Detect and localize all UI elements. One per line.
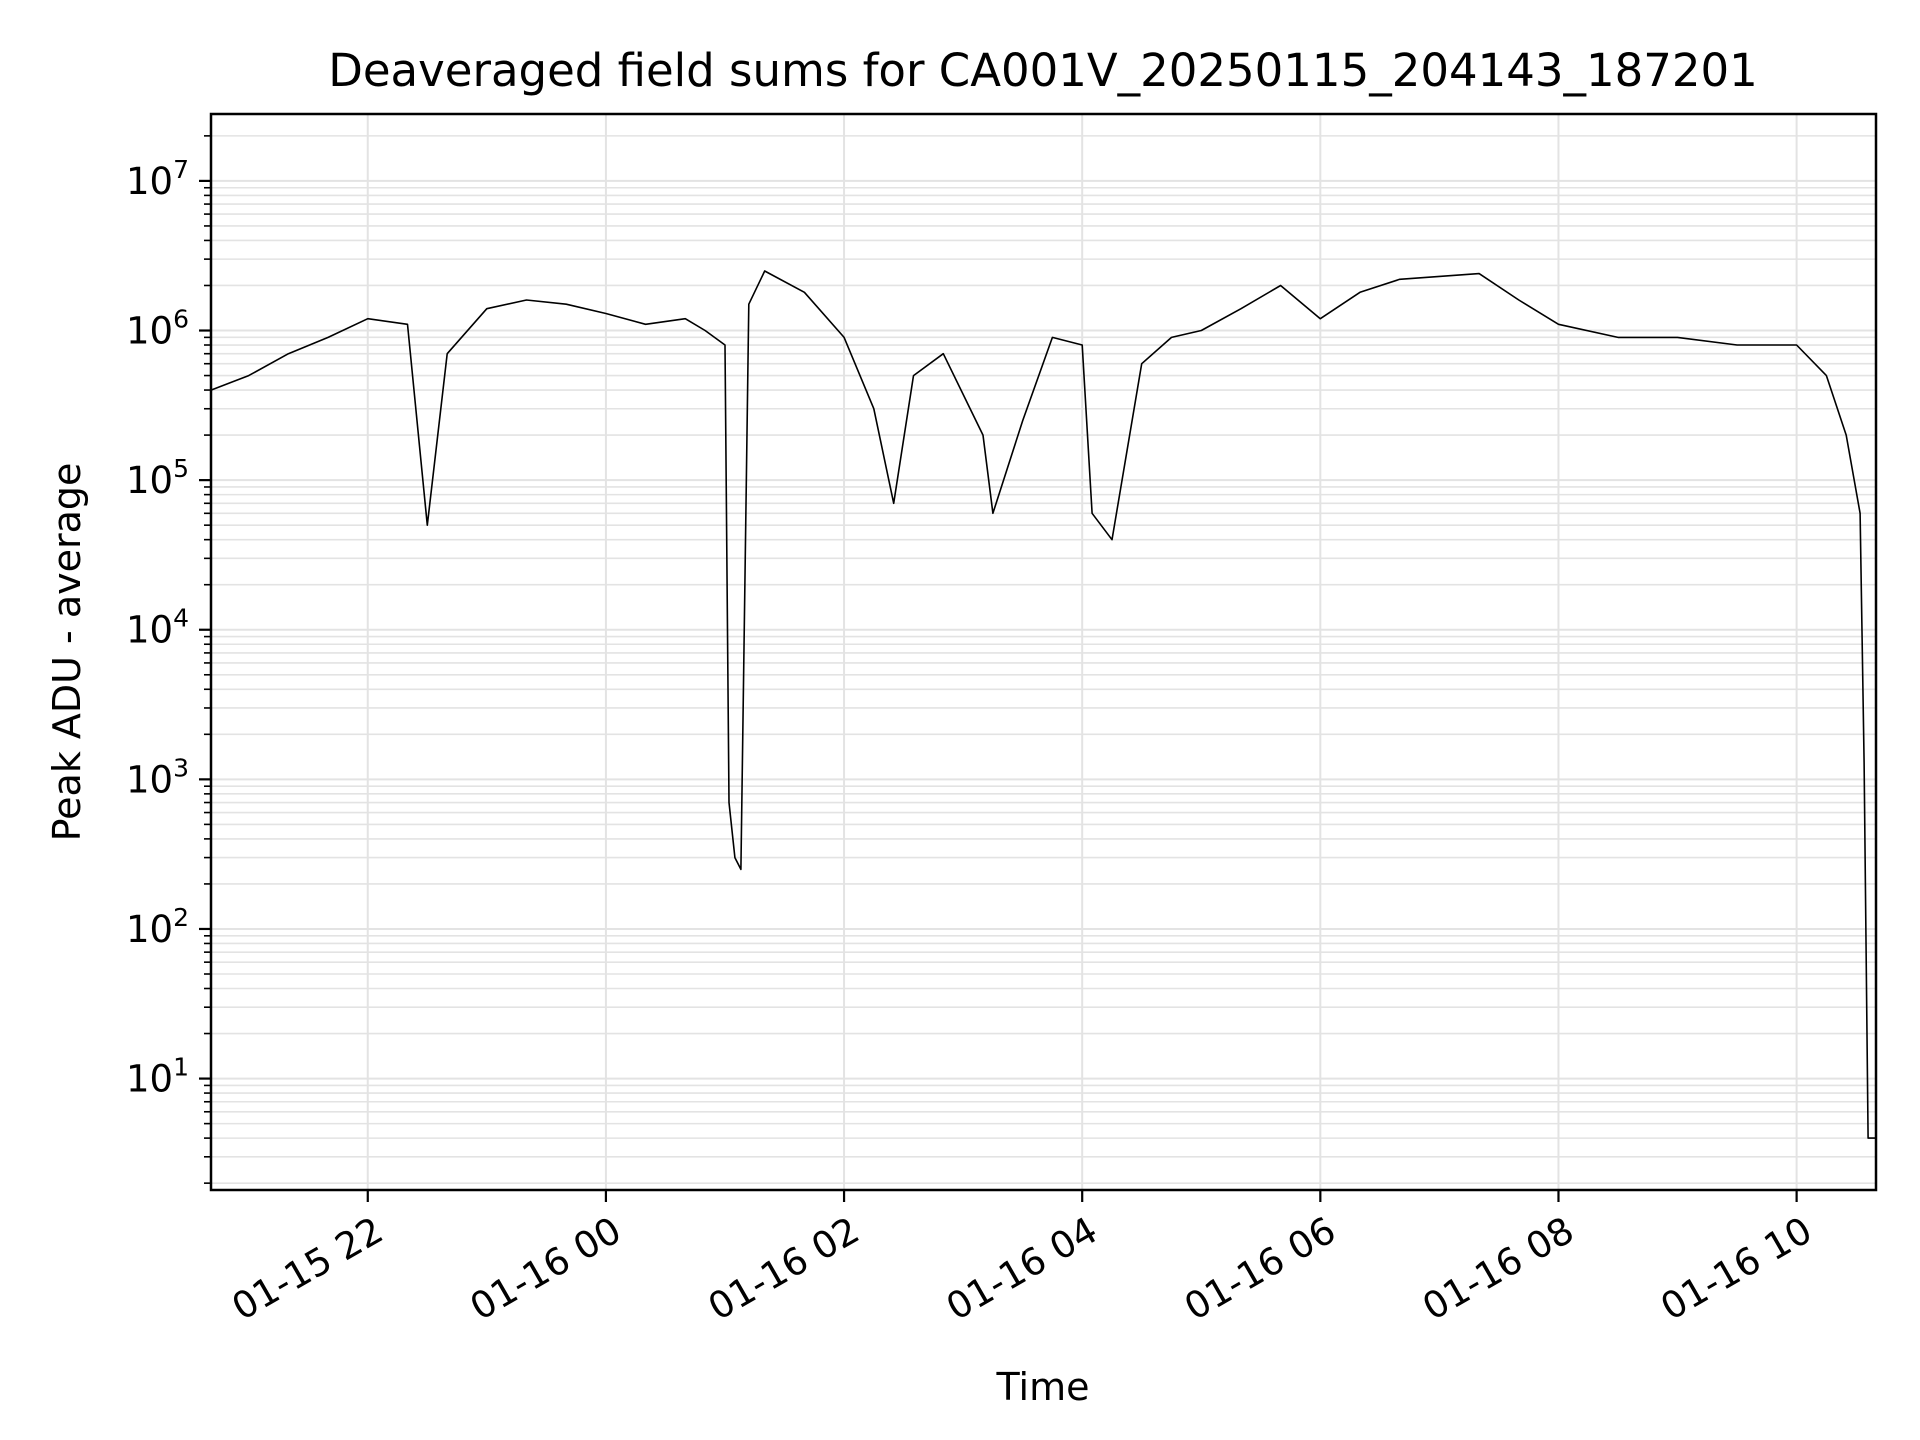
x-tick-label: 01-16 06 <box>1177 1209 1343 1329</box>
series-layer <box>210 270 1876 1139</box>
y-tick-label: 102 <box>126 903 189 951</box>
x-tick-label: 01-15 22 <box>225 1209 391 1329</box>
chart-title: Deaveraged field sums for CA001V_2025011… <box>328 44 1758 97</box>
x-tick-label: 01-16 00 <box>463 1209 629 1329</box>
y-tick-label: 101 <box>126 1053 189 1101</box>
y-tick-label: 107 <box>126 155 189 203</box>
x-tick-label: 01-16 08 <box>1415 1209 1581 1329</box>
y-tick-label: 106 <box>126 305 189 353</box>
x-tick-label: 01-16 02 <box>701 1209 867 1329</box>
y-tick-label: 105 <box>126 454 189 502</box>
x-tick-label: 01-16 10 <box>1654 1209 1820 1329</box>
x-tick-label: 01-16 04 <box>939 1209 1105 1329</box>
x-axis-label: Time <box>996 1365 1090 1409</box>
plot-frame <box>209 112 1878 1192</box>
y-tick-label: 104 <box>126 604 189 652</box>
series-line <box>210 270 1876 1139</box>
axes: 101 102 103 104 105 106 107 01-15 22 01-16 00 01-… <box>126 135 1820 1329</box>
grid <box>211 114 1876 1190</box>
y-tick-label: 103 <box>126 753 189 801</box>
y-axis-label: Peak ADU - average <box>45 463 89 842</box>
